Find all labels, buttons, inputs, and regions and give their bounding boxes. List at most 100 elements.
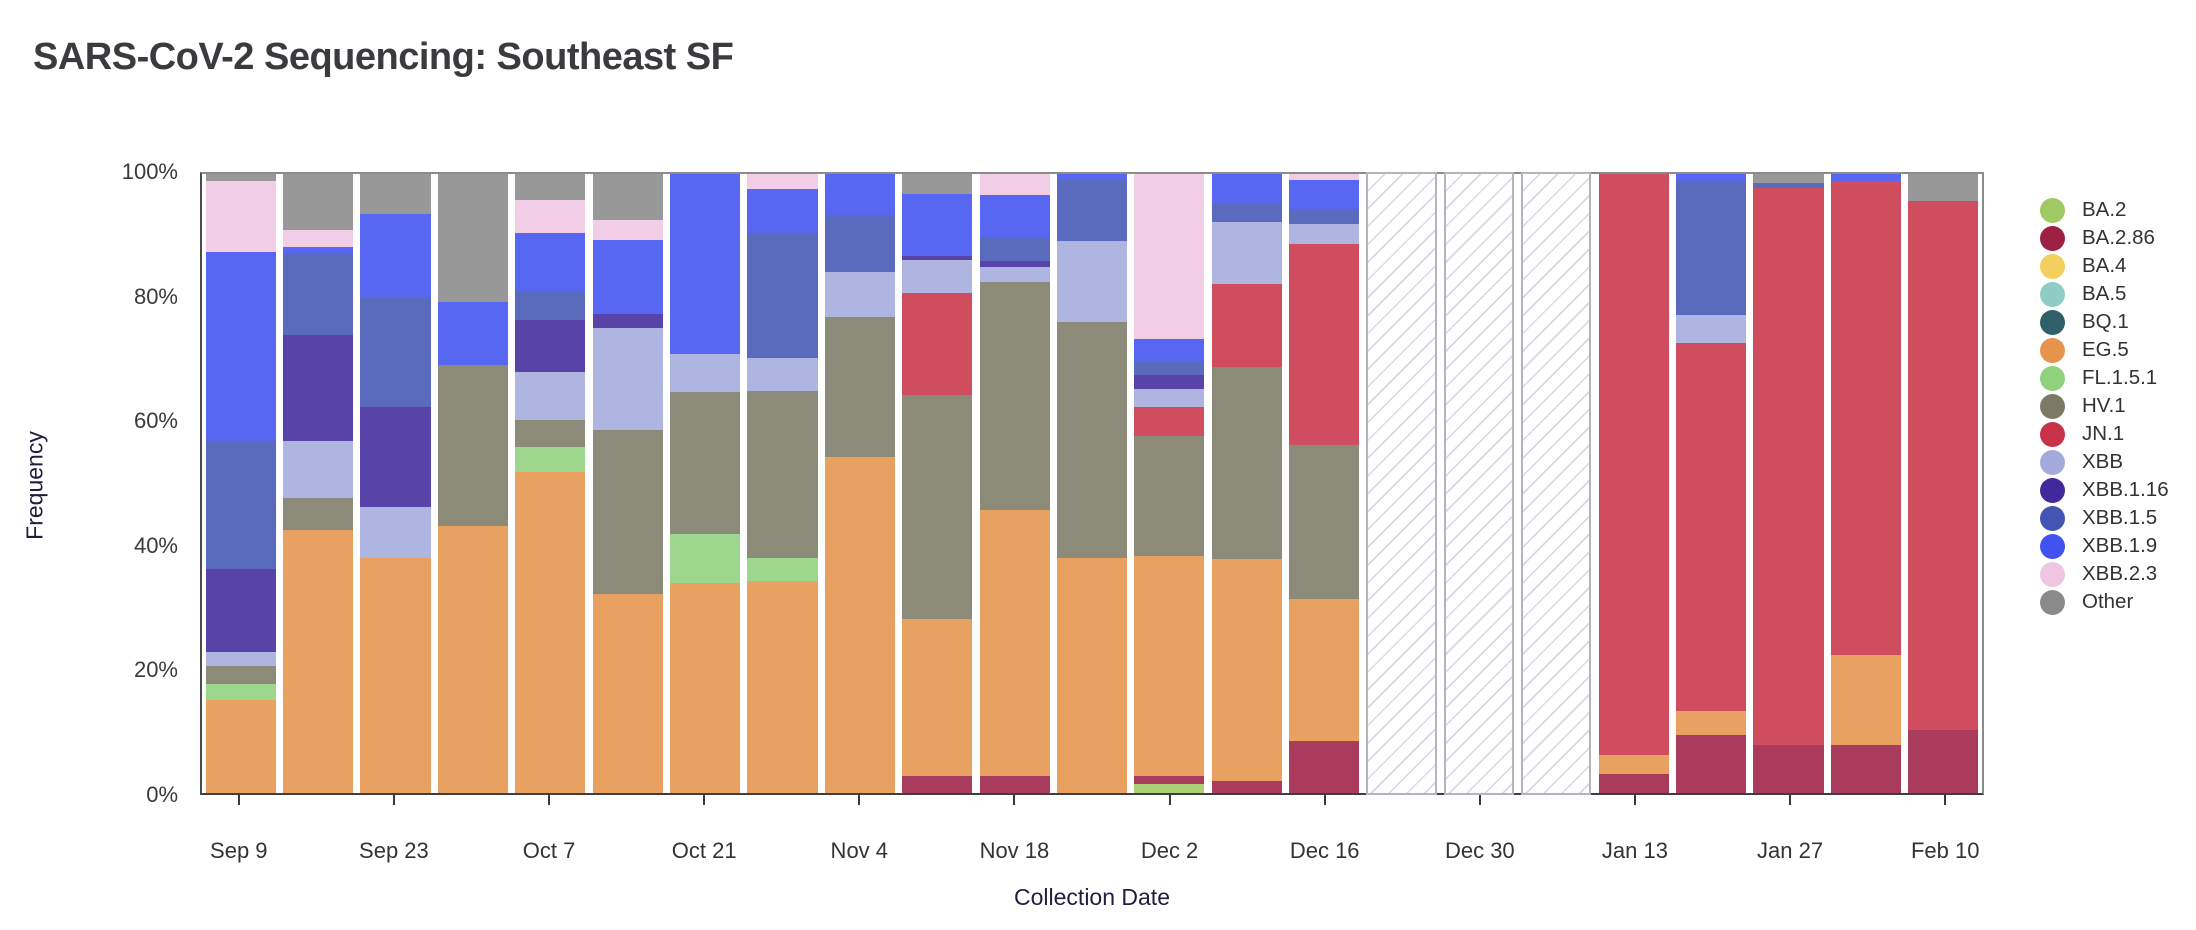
bar-segment-EG.5[interactable]: [1289, 598, 1360, 742]
bar-segment-XBB.2.3[interactable]: [592, 220, 663, 241]
bar-segment-HV.1[interactable]: [592, 429, 663, 595]
bar-segment-XBB.1.5[interactable]: [747, 233, 818, 358]
bar-segment-XBB.1.9[interactable]: [515, 233, 586, 292]
bar-segment-XBB.1.5[interactable]: [205, 441, 276, 569]
bar-segment-EG.5[interactable]: [669, 583, 741, 793]
bar-segment-HV.1[interactable]: [669, 391, 741, 535]
bar-segment-JN.1[interactable]: [902, 292, 973, 396]
bar-segment-XBB.1.16[interactable]: [979, 260, 1050, 267]
bar-segment-XBB.1.16[interactable]: [902, 255, 973, 261]
bar-segment-EG.5[interactable]: [979, 509, 1050, 777]
bar-segment-Other[interactable]: [205, 174, 276, 182]
bar-segment-XBB.1.5[interactable]: [1134, 361, 1205, 376]
bar-segment-XBB[interactable]: [515, 371, 586, 421]
bar-segment-XBB.1.9[interactable]: [1056, 174, 1128, 180]
bar-segment-BA.2.86[interactable]: [979, 776, 1050, 793]
bar-segment-EG.5[interactable]: [437, 526, 508, 793]
bar-segment-HV.1[interactable]: [282, 498, 354, 530]
bar-segment-EG.5[interactable]: [1211, 559, 1282, 782]
bar-segment-XBB.1.5[interactable]: [1753, 183, 1824, 188]
bar-segment-FL.1.5.1[interactable]: [747, 558, 818, 581]
bar-segment-XBB.2.3[interactable]: [282, 229, 354, 248]
bar-segment-EG.5[interactable]: [592, 594, 663, 793]
bar-segment-BA.2.86[interactable]: [1908, 730, 1979, 793]
bar-segment-XBB.1.5[interactable]: [360, 297, 431, 407]
bar-segment-XBB.1.9[interactable]: [979, 195, 1050, 238]
bar-segment-XBB[interactable]: [282, 440, 354, 499]
bar-segment-JN.1[interactable]: [1289, 243, 1360, 446]
bar-segment-XBB.1.5[interactable]: [979, 237, 1050, 261]
bar-segment-Other[interactable]: [360, 174, 431, 214]
bar-segment-XBB[interactable]: [592, 327, 663, 430]
bar-segment-XBB.1.5[interactable]: [282, 253, 354, 335]
bar-segment-EG.5[interactable]: [1134, 555, 1205, 776]
bar-segment-FL.1.5.1[interactable]: [205, 684, 276, 700]
bar-segment-XBB.1.9[interactable]: [824, 174, 895, 215]
bar-segment-XBB.1.9[interactable]: [282, 247, 354, 254]
bar-segment-XBB[interactable]: [1134, 388, 1205, 407]
bar-segment-XBB.1.5[interactable]: [1676, 181, 1747, 316]
bar-segment-BA.2[interactable]: [1134, 784, 1205, 793]
bar-segment-HV.1[interactable]: [205, 665, 276, 685]
bar-segment-Other[interactable]: [1753, 174, 1824, 184]
bar-segment-XBB.1.9[interactable]: [669, 174, 741, 355]
bar-segment-HV.1[interactable]: [437, 365, 508, 527]
bar-segment-XBB.1.16[interactable]: [592, 313, 663, 328]
bar-segment-EG.5[interactable]: [1598, 754, 1669, 774]
bar-segment-HV.1[interactable]: [902, 395, 973, 620]
bar-segment-HV.1[interactable]: [515, 420, 586, 447]
bar-segment-XBB.1.9[interactable]: [747, 188, 818, 234]
bar-segment-XBB[interactable]: [824, 272, 895, 317]
bar-segment-XBB[interactable]: [902, 260, 973, 293]
bar-segment-BA.2.86[interactable]: [1289, 741, 1360, 793]
bar-segment-BA.2.86[interactable]: [1676, 734, 1747, 793]
bar-segment-JN.1[interactable]: [1753, 187, 1824, 746]
bar-segment-JN.1[interactable]: [1134, 406, 1205, 436]
bar-segment-FL.1.5.1[interactable]: [515, 447, 586, 472]
bar-segment-XBB[interactable]: [747, 357, 818, 392]
bar-segment-XBB.1.9[interactable]: [360, 213, 431, 298]
bar-segment-EG.5[interactable]: [1830, 654, 1901, 746]
bar-segment-XBB.1.16[interactable]: [282, 334, 354, 441]
bar-segment-JN.1[interactable]: [1598, 174, 1669, 755]
bar-segment-Other[interactable]: [1908, 174, 1979, 201]
bar-segment-BA.2.86[interactable]: [1211, 781, 1282, 793]
bar-segment-Other[interactable]: [902, 174, 973, 194]
bar-segment-Other[interactable]: [282, 174, 354, 230]
bar-segment-XBB.1.5[interactable]: [824, 214, 895, 273]
bar-segment-XBB.2.3[interactable]: [1289, 174, 1360, 180]
bar-segment-EG.5[interactable]: [205, 699, 276, 793]
bar-segment-HV.1[interactable]: [1056, 321, 1128, 559]
bar-segment-XBB.2.3[interactable]: [205, 181, 276, 253]
bar-segment-XBB[interactable]: [205, 651, 276, 666]
bar-segment-XBB.1.16[interactable]: [205, 568, 276, 652]
bar-segment-JN.1[interactable]: [1676, 343, 1747, 712]
bar-segment-XBB.1.9[interactable]: [437, 301, 508, 366]
bar-segment-JN.1[interactable]: [1908, 200, 1979, 731]
bar-segment-XBB.1.16[interactable]: [360, 406, 431, 508]
bar-segment-EG.5[interactable]: [515, 471, 586, 793]
bar-segment-BA.2.86[interactable]: [1598, 773, 1669, 793]
bar-segment-EG.5[interactable]: [902, 619, 973, 777]
bar-segment-EG.5[interactable]: [1056, 558, 1128, 793]
bar-segment-XBB[interactable]: [1676, 315, 1747, 344]
bar-segment-Other[interactable]: [437, 174, 508, 302]
bar-segment-XBB.2.3[interactable]: [747, 174, 818, 189]
bar-segment-XBB.1.9[interactable]: [902, 193, 973, 256]
bar-segment-EG.5[interactable]: [824, 456, 895, 793]
bar-segment-XBB[interactable]: [1056, 241, 1128, 322]
bar-segment-XBB.1.9[interactable]: [1289, 179, 1360, 209]
bar-segment-XBB[interactable]: [979, 266, 1050, 283]
bar-segment-XBB.2.3[interactable]: [1134, 174, 1205, 340]
bar-segment-XBB.1.9[interactable]: [592, 240, 663, 314]
bar-segment-XBB[interactable]: [669, 354, 741, 392]
bar-segment-JN.1[interactable]: [1830, 181, 1901, 655]
bar-segment-HV.1[interactable]: [1211, 366, 1282, 560]
bar-segment-XBB[interactable]: [1211, 221, 1282, 285]
bar-segment-XBB.2.3[interactable]: [515, 200, 586, 234]
bar-segment-BA.2.86[interactable]: [1753, 745, 1824, 793]
bar-segment-EG.5[interactable]: [1676, 711, 1747, 735]
bar-segment-HV.1[interactable]: [979, 282, 1050, 510]
bar-segment-XBB.1.16[interactable]: [1134, 375, 1205, 389]
bar-segment-FL.1.5.1[interactable]: [669, 534, 741, 584]
